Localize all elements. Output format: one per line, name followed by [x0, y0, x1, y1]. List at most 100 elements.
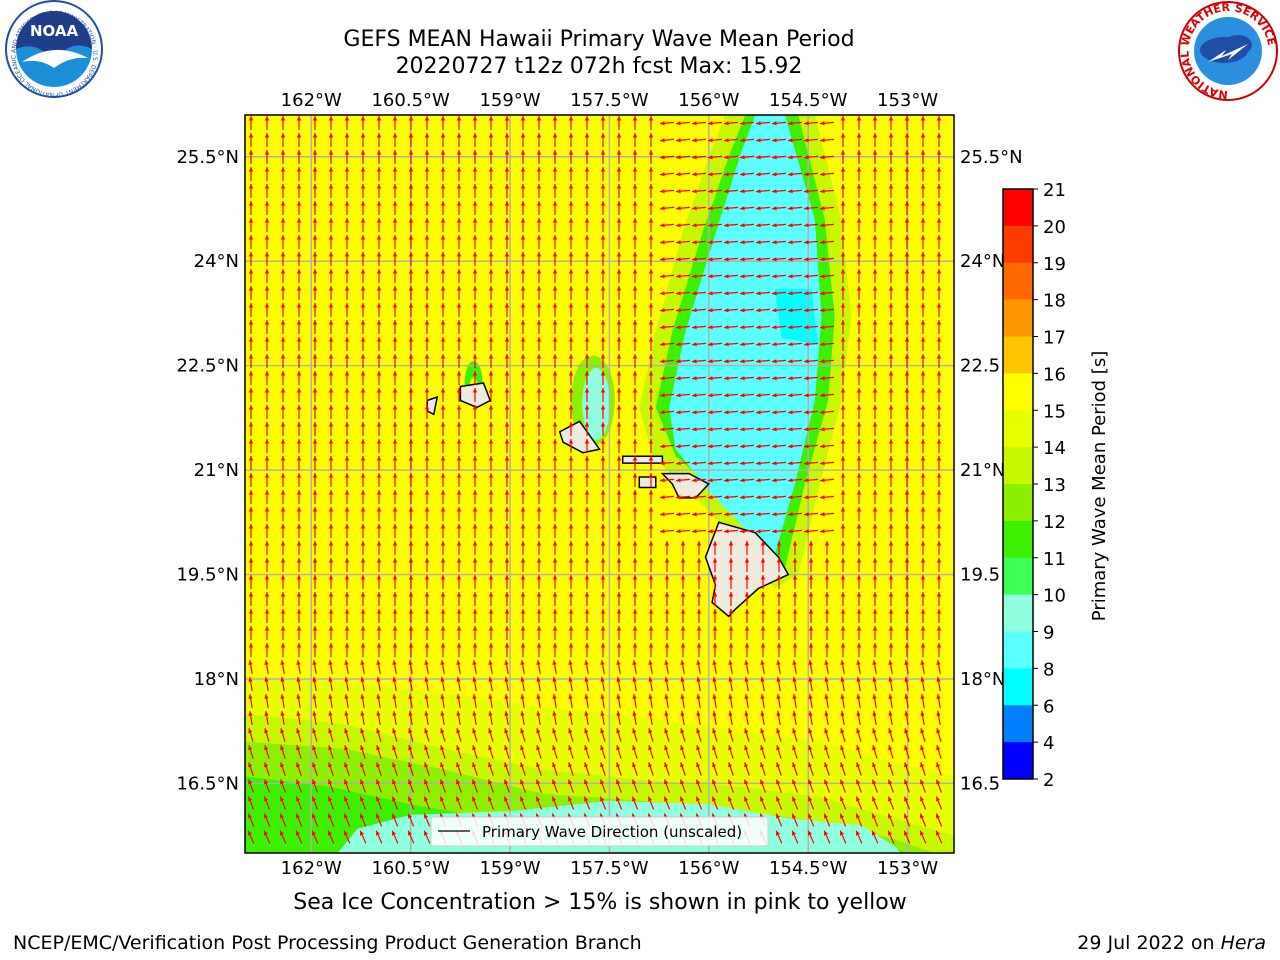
wave-arrow-head: [680, 745, 685, 751]
wave-arrow-head: [600, 235, 606, 240]
wave-arrow-head: [708, 291, 713, 296]
wave-arrow-head: [792, 609, 798, 614]
wave-arrow-head: [520, 796, 525, 802]
wave-arrow-head: [488, 490, 494, 495]
wave-arrow-head: [360, 643, 366, 648]
wave-arrow-head: [696, 728, 701, 734]
wave-arrow-head: [488, 133, 494, 138]
wave-arrow-head: [328, 303, 334, 308]
wave-arrow-head: [264, 524, 270, 529]
wave-arrow-head: [360, 252, 366, 257]
wave-arrow-head: [312, 303, 318, 308]
wave-arrow-head: [904, 507, 910, 512]
wave-arrow-head: [888, 541, 894, 546]
wave-arrow-head: [788, 444, 793, 449]
wave-arrow-head: [408, 422, 414, 427]
wave-arrow-head: [280, 456, 286, 461]
wave-arrow-head: [280, 371, 286, 376]
wave-arrow-head: [840, 592, 846, 597]
wave-arrow-head: [488, 354, 494, 359]
lat-tick-right: 22.5: [960, 356, 1000, 377]
wave-arrow-head: [936, 473, 942, 478]
wave-arrow-head: [392, 762, 397, 768]
wave-arrow-head: [408, 711, 413, 716]
wave-arrow-head: [888, 660, 893, 665]
wave-arrow-head: [660, 223, 665, 228]
wave-arrow-head: [804, 274, 809, 279]
wave-arrow-head: [392, 796, 397, 802]
wave-arrow-head: [804, 308, 809, 313]
wave-arrow-head: [280, 643, 286, 648]
wave-arrow-head: [456, 337, 462, 342]
wave-arrow-head: [248, 677, 253, 682]
wave-arrow-head: [280, 626, 286, 631]
wave-arrow-head: [536, 626, 542, 631]
wave-arrow-head: [840, 269, 846, 274]
wave-arrow-head: [344, 422, 350, 427]
wave-arrow-head: [904, 167, 910, 172]
wave-arrow-head: [504, 796, 509, 802]
wave-arrow-head: [616, 711, 621, 716]
wave-arrow-head: [632, 745, 637, 751]
wave-arrow-head: [788, 359, 793, 364]
wave-arrow-head: [664, 711, 669, 716]
wave-arrow-head: [600, 473, 606, 478]
wave-arrow-head: [632, 609, 638, 614]
wave-arrow-head: [440, 694, 445, 699]
wave-arrow-head: [456, 422, 462, 427]
wave-arrow-head: [840, 813, 844, 819]
wave-arrow-head: [472, 609, 478, 614]
wave-arrow-head: [856, 337, 862, 342]
wave-arrow-head: [740, 325, 745, 330]
wave-arrow-head: [872, 150, 878, 155]
lat-tick-left: 19.5°N: [176, 565, 239, 586]
wave-arrow-head: [616, 405, 622, 410]
wave-arrow-head: [488, 116, 494, 121]
wave-arrow-head: [584, 303, 590, 308]
wave-arrow-head: [936, 745, 941, 751]
wave-arrow-head: [280, 660, 285, 665]
wave-arrow-head: [536, 252, 542, 257]
wave-arrow-head: [456, 388, 462, 393]
wave-arrow-head: [904, 201, 910, 206]
wave-arrow-head: [376, 609, 382, 614]
wave-arrow-head: [520, 150, 526, 155]
wave-arrow-head: [376, 813, 380, 819]
wave-arrow-head: [788, 410, 793, 415]
wave-arrow-head: [536, 490, 542, 495]
wave-arrow-head: [840, 524, 846, 529]
wave-arrow-head: [820, 240, 825, 245]
wave-arrow-head: [488, 184, 494, 189]
wave-arrow-head: [472, 575, 478, 580]
wave-arrow-head: [504, 473, 510, 478]
wave-arrow-head: [504, 252, 510, 257]
wave-arrow-head: [856, 745, 861, 751]
wave-arrow-head: [676, 359, 681, 364]
wave-arrow-head: [904, 779, 909, 785]
wave-arrow-head: [872, 286, 878, 291]
wave-arrow-head: [724, 291, 729, 296]
wave-arrow-head: [584, 405, 590, 410]
wave-arrow-head: [888, 354, 894, 359]
wave-arrow-head: [936, 422, 942, 427]
wave-arrow-head: [408, 728, 413, 734]
wave-arrow-head: [440, 711, 445, 716]
wave-arrow-head: [472, 643, 478, 648]
wave-arrow-head: [408, 201, 414, 206]
wave-arrow-head: [536, 337, 542, 342]
wave-arrow-head: [472, 337, 478, 342]
wave-arrow-head: [408, 116, 414, 121]
colorbar-swatch: [1003, 631, 1033, 669]
colorbar-tick-label: 6: [1043, 696, 1054, 717]
wave-arrow-head: [472, 626, 478, 631]
wave-arrow-head: [820, 206, 825, 211]
wave-arrow-head: [424, 490, 430, 495]
wave-arrow-head: [536, 643, 542, 648]
wave-arrow-head: [660, 274, 665, 279]
wave-arrow-head: [904, 388, 910, 393]
wave-arrow-head: [936, 439, 942, 444]
wave-arrow-head: [616, 235, 622, 240]
wave-arrow-head: [872, 422, 878, 427]
wave-arrow-head: [392, 218, 398, 223]
wave-arrow-head: [392, 184, 398, 189]
